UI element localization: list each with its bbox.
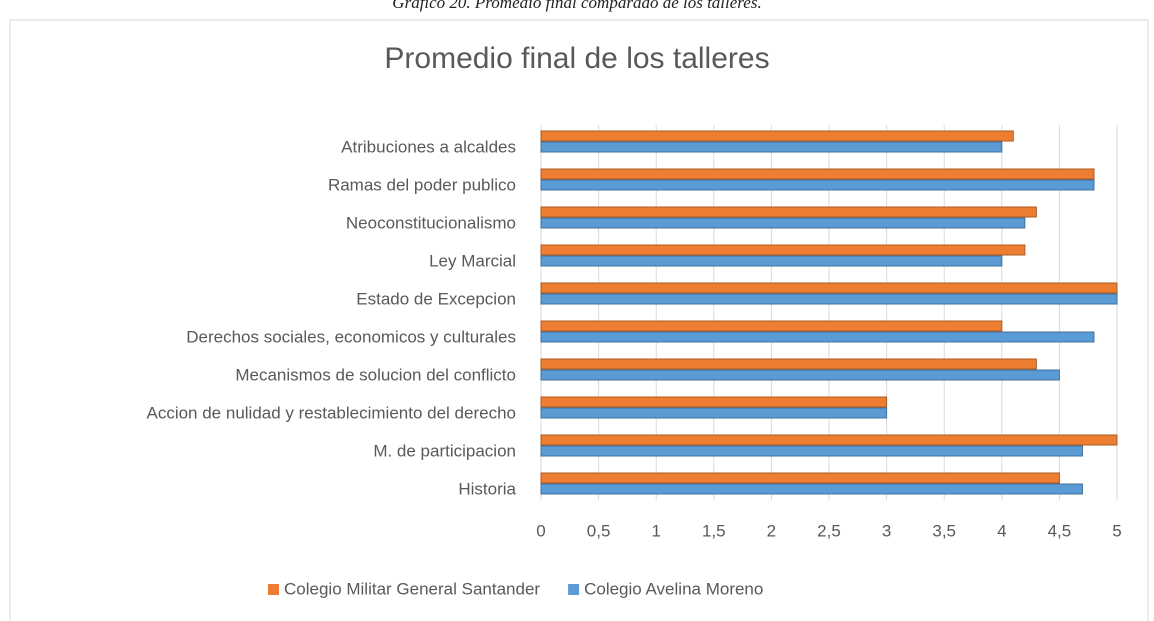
bar bbox=[540, 369, 1060, 381]
bar bbox=[540, 472, 1060, 484]
bar bbox=[540, 434, 1118, 446]
x-tick-label: 4,5 bbox=[1048, 521, 1072, 540]
bar bbox=[540, 396, 888, 408]
y-tick-label: Atribuciones a alcaldes bbox=[341, 137, 516, 156]
y-tick-label: Neoconstitucionalismo bbox=[346, 213, 516, 232]
y-tick-label: Accion de nulidad y restablecimiento del… bbox=[146, 403, 516, 422]
bar bbox=[540, 445, 1083, 457]
x-tick-label: 1 bbox=[651, 521, 660, 540]
bar bbox=[540, 358, 1037, 370]
bar bbox=[540, 293, 1118, 305]
y-tick-label: Ramas del poder publico bbox=[328, 175, 516, 194]
legend-label: Colegio Militar General Santander bbox=[284, 579, 540, 598]
chart-title: Promedio final de los talleres bbox=[384, 42, 769, 75]
y-tick-label: Historia bbox=[458, 479, 516, 498]
x-tick-label: 2,5 bbox=[817, 521, 841, 540]
bar bbox=[540, 130, 1014, 142]
caption: Gráfico 20. Promedio final comparado de … bbox=[392, 0, 761, 12]
y-tick-label: Mecanismos de solucion del conflicto bbox=[235, 365, 516, 384]
legend-label: Colegio Avelina Moreno bbox=[584, 579, 763, 598]
bar bbox=[540, 331, 1095, 343]
x-tick-label: 0 bbox=[536, 521, 545, 540]
bar bbox=[540, 282, 1118, 294]
x-tick-label: 5 bbox=[1112, 521, 1121, 540]
x-tick-label: 4 bbox=[997, 521, 1006, 540]
bar bbox=[540, 179, 1095, 191]
bar bbox=[540, 255, 1003, 267]
bar bbox=[540, 141, 1003, 153]
x-tick-label: 3,5 bbox=[932, 521, 956, 540]
x-tick-label: 3 bbox=[882, 521, 891, 540]
legend-swatch bbox=[568, 584, 580, 595]
bar bbox=[540, 206, 1037, 218]
bar bbox=[540, 244, 1026, 256]
bar bbox=[540, 407, 888, 419]
bar bbox=[540, 168, 1095, 180]
y-tick-label: Derechos sociales, economicos y cultural… bbox=[186, 327, 516, 346]
chart-border bbox=[9, 19, 1149, 621]
bar bbox=[540, 483, 1083, 495]
x-tick-label: 0,5 bbox=[587, 521, 611, 540]
y-tick-label: M. de participacion bbox=[373, 441, 516, 460]
bar bbox=[540, 217, 1026, 229]
y-tick-label: Ley Marcial bbox=[429, 251, 516, 270]
bar bbox=[540, 320, 1003, 332]
x-tick-label: 2 bbox=[767, 521, 776, 540]
x-tick-label: 1,5 bbox=[702, 521, 726, 540]
legend-swatch bbox=[268, 584, 279, 595]
y-tick-label: Estado de Excepcion bbox=[356, 289, 516, 308]
